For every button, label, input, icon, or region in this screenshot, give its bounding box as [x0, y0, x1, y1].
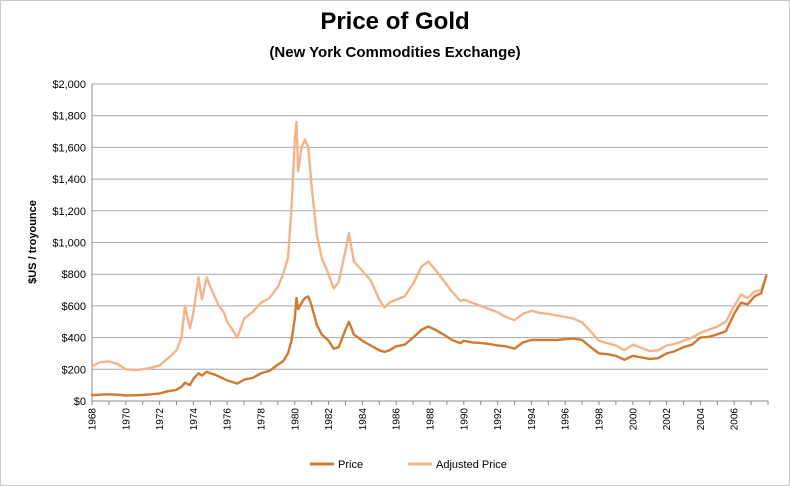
legend-label-adjusted-price: Adjusted Price — [436, 459, 507, 471]
y-tick-label: $1,400 — [52, 174, 86, 186]
x-tick-label: 2000 — [628, 408, 639, 431]
x-tick-label: 1986 — [392, 408, 403, 431]
y-tick-label: $1,000 — [52, 238, 86, 250]
legend-label-price: Price — [338, 459, 363, 471]
y-tick-label: $2,000 — [52, 79, 86, 91]
grid-layer — [92, 83, 768, 402]
x-tick-label: 1970 — [121, 408, 132, 431]
x-tick-label: 1990 — [459, 408, 470, 431]
x-tick-label: 2006 — [730, 408, 741, 431]
x-tick-label: 1988 — [426, 408, 437, 431]
series-layer — [90, 120, 768, 397]
y-tick-label: $1,200 — [52, 206, 86, 218]
x-tick-label: 1968 — [88, 408, 99, 431]
x-tick-label: 2002 — [662, 408, 673, 431]
x-tick-label: 1984 — [358, 408, 369, 431]
x-tick-label: 2004 — [696, 408, 707, 431]
x-tick-label: 1998 — [595, 408, 606, 431]
y-tick-label: $400 — [62, 333, 86, 345]
series-line-price — [90, 274, 768, 397]
legend: Price Adjusted Price — [310, 459, 507, 471]
x-tick-label: 1976 — [223, 408, 234, 431]
axis-layer: $0 $200 $400 $600 $800 $1,000 $1,200 $1,400 $1,6… — [52, 79, 769, 431]
y-tick-label: $200 — [62, 364, 86, 376]
x-tick-label: 1974 — [189, 408, 200, 431]
x-tick-label: 1980 — [290, 408, 301, 431]
y-tick-label: $800 — [62, 269, 86, 281]
series-line-adjusted-price — [90, 120, 768, 372]
x-tick-label: 1972 — [155, 408, 166, 431]
y-tick-label: $0 — [74, 396, 86, 408]
x-tick-label: 1992 — [493, 408, 504, 431]
y-tick-label: $600 — [62, 301, 86, 313]
x-tick-label: 1978 — [257, 408, 268, 431]
y-axis-label: $US / troyounce — [27, 200, 39, 284]
y-tick-label: $1,600 — [52, 142, 86, 154]
x-tick-label: 1994 — [527, 408, 538, 431]
chart-subtitle: (New York Commodities Exchange) — [269, 44, 521, 61]
y-tick-label: $1,800 — [52, 111, 86, 123]
chart-title: Price of Gold — [320, 8, 470, 35]
x-tick-label: 1996 — [561, 408, 572, 431]
x-tick-label: 1982 — [324, 408, 335, 431]
